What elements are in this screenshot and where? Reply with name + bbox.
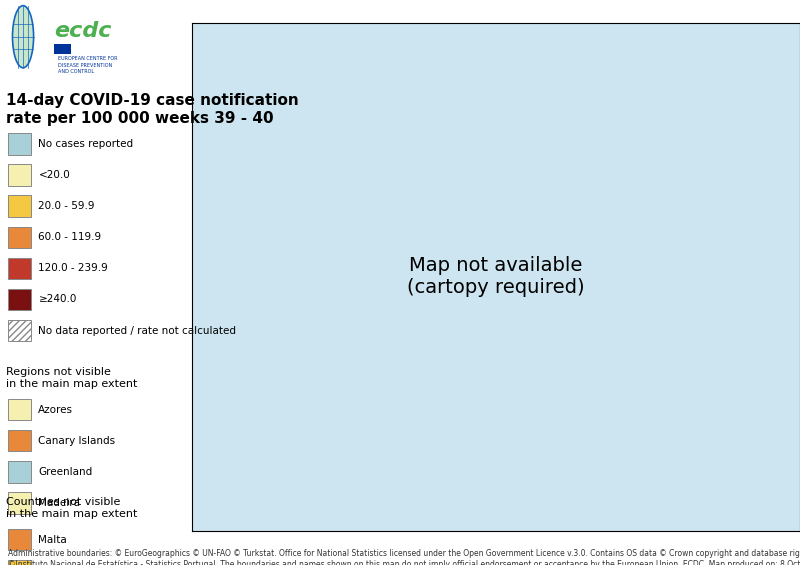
Bar xyxy=(8,164,30,186)
Text: Countries not visible
in the main map extent: Countries not visible in the main map ex… xyxy=(6,497,137,519)
Bar xyxy=(8,492,30,514)
Text: <20.0: <20.0 xyxy=(38,170,70,180)
Bar xyxy=(8,529,30,550)
Text: 20.0 - 59.9: 20.0 - 59.9 xyxy=(38,201,95,211)
Bar xyxy=(8,289,30,310)
Text: Regions not visible
in the main map extent: Regions not visible in the main map exte… xyxy=(6,367,137,389)
Text: 60.0 - 119.9: 60.0 - 119.9 xyxy=(38,232,102,242)
Text: AND CONTROL: AND CONTROL xyxy=(58,69,94,74)
Text: Greenland: Greenland xyxy=(38,467,93,477)
Text: No cases reported: No cases reported xyxy=(38,139,134,149)
Text: ≥240.0: ≥240.0 xyxy=(38,294,77,305)
Bar xyxy=(8,227,30,248)
Text: ecdc: ecdc xyxy=(54,21,111,41)
Bar xyxy=(54,44,71,54)
Bar xyxy=(8,399,30,420)
Text: DISEASE PREVENTION: DISEASE PREVENTION xyxy=(58,63,112,68)
Bar xyxy=(8,430,30,451)
Text: EUROPEAN CENTRE FOR: EUROPEAN CENTRE FOR xyxy=(58,56,117,62)
Text: Malta: Malta xyxy=(38,534,67,545)
Text: Madeira: Madeira xyxy=(38,498,80,508)
Bar xyxy=(8,560,30,565)
Text: No data reported / rate not calculated: No data reported / rate not calculated xyxy=(38,325,237,336)
Text: Azores: Azores xyxy=(38,405,74,415)
Bar xyxy=(8,258,30,279)
Text: Canary Islands: Canary Islands xyxy=(38,436,115,446)
Bar xyxy=(8,320,30,341)
Text: Administrative boundaries: © EuroGeographics © UN-FAO © Turkstat. Office for Nat: Administrative boundaries: © EuroGeograp… xyxy=(8,549,800,565)
Text: 120.0 - 239.9: 120.0 - 239.9 xyxy=(38,263,108,273)
Bar xyxy=(8,461,30,483)
Bar xyxy=(8,195,30,217)
Bar xyxy=(8,133,30,155)
Text: Map not available
(cartopy required): Map not available (cartopy required) xyxy=(407,257,585,297)
Text: 14-day COVID-19 case notification
rate per 100 000 weeks 39 - 40: 14-day COVID-19 case notification rate p… xyxy=(6,93,298,125)
Circle shape xyxy=(13,6,34,68)
